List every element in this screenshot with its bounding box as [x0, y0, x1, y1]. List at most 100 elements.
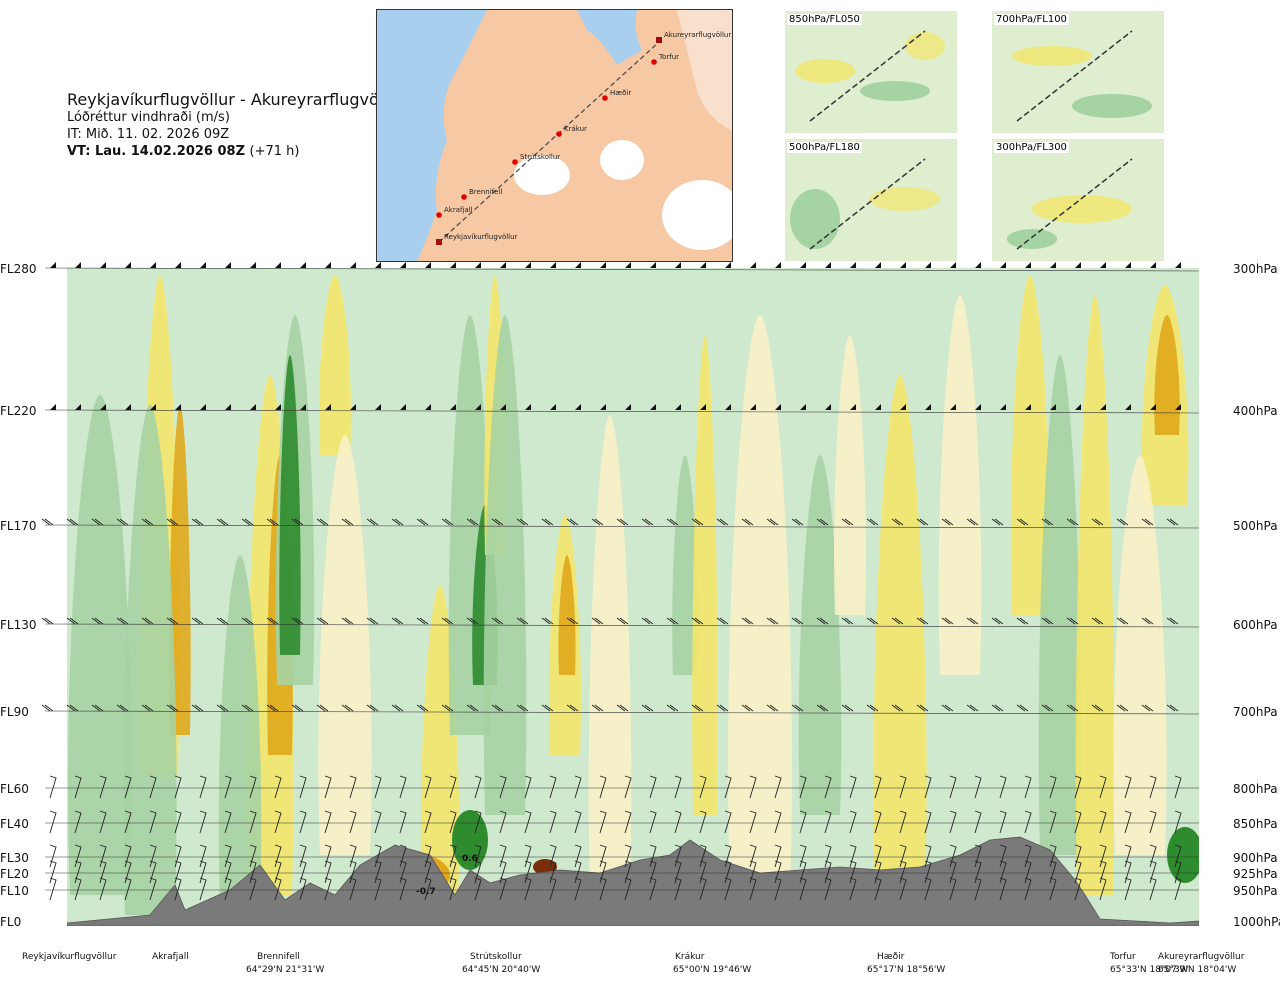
wind-barb: [1174, 810, 1182, 834]
wind-barb: [1075, 404, 1081, 410]
wind-barb: [691, 704, 704, 712]
wind-barb: [775, 262, 781, 268]
wind-barb: [774, 844, 782, 868]
wind-barb: [841, 704, 854, 712]
wind-barb: [1024, 810, 1032, 834]
wind-barb: [475, 404, 481, 410]
wind-barb: [424, 877, 432, 901]
wind-barb: [250, 404, 256, 410]
wind-barb: [116, 617, 129, 625]
wind-barb: [99, 775, 107, 799]
wind-barb: [1141, 617, 1154, 625]
wind-barb: [249, 844, 257, 868]
thumbnail-850[interactable]: 850hPa/FL050: [785, 11, 957, 133]
wind-barb: [874, 775, 882, 799]
wind-barb: [899, 860, 907, 884]
wind-barb: [316, 617, 329, 625]
wind-barb: [599, 810, 607, 834]
wind-barb: [149, 844, 157, 868]
wind-barb: [1091, 617, 1104, 625]
wind-barb: [1100, 262, 1106, 268]
wind-barb: [116, 704, 129, 712]
wind-barb: [625, 404, 631, 410]
wind-barb: [1125, 404, 1131, 410]
wind-barb: [166, 518, 179, 526]
wind-barb: [1100, 404, 1106, 410]
thumbnail-700[interactable]: 700hPa/FL100: [992, 11, 1164, 133]
wind-barb: [566, 704, 579, 712]
wind-barb: [491, 518, 504, 526]
wind-barb: [674, 844, 682, 868]
field-band-17: [588, 415, 632, 895]
wind-barb: [675, 262, 681, 268]
barb-row-line-3: [44, 623, 1200, 628]
barb-row-line-1: [44, 409, 1200, 414]
wind-barb: [199, 844, 207, 868]
wind-barb: [349, 877, 357, 901]
route-point-3: [556, 131, 562, 137]
wind-barb: [541, 704, 554, 712]
wind-barb: [775, 404, 781, 410]
wind-barb: [574, 810, 582, 834]
wind-barb: [1125, 262, 1131, 268]
wind-barb: [700, 404, 706, 410]
wind-barb: [816, 704, 829, 712]
field-band-1: [169, 405, 191, 735]
wind-barb: [66, 518, 79, 526]
wind-barb: [599, 775, 607, 799]
wind-barb: [391, 704, 404, 712]
wind-barb: [949, 860, 957, 884]
field-annotations: -0.7 0.6: [416, 854, 478, 897]
wind-barb: [324, 810, 332, 834]
wind-barb: [1091, 518, 1104, 526]
wind-barb: [274, 860, 282, 884]
wind-barb: [666, 617, 679, 625]
wind-barb: [649, 810, 657, 834]
wind-barb: [899, 844, 907, 868]
wind-barb: [274, 810, 282, 834]
wind-barb: [1124, 810, 1132, 834]
field-band-18: [672, 455, 698, 675]
wind-barb: [1124, 775, 1132, 799]
thumbnail-700-label: 700hPa/FL100: [994, 14, 1069, 25]
wind-barb: [324, 775, 332, 799]
wind-barb: [791, 518, 804, 526]
wind-barb: [266, 518, 279, 526]
wind-barb: [591, 704, 604, 712]
thumbnail-500[interactable]: 500hPa/FL180: [785, 139, 957, 261]
barb-row-line-2: [44, 524, 1200, 529]
wind-barb: [799, 810, 807, 834]
wind-barb: [824, 810, 832, 834]
wind-barb: [399, 877, 407, 901]
wind-barb: [266, 704, 279, 712]
wind-barb: [241, 617, 254, 625]
wind-barb: [574, 877, 582, 901]
wind-barb: [525, 262, 531, 268]
wind-barb: [816, 617, 829, 625]
wind-barb: [916, 617, 929, 625]
wind-barb: [949, 810, 957, 834]
wind-barb: [900, 404, 906, 410]
wind-barb: [349, 860, 357, 884]
wind-barb: [874, 810, 882, 834]
wind-barb: [791, 617, 804, 625]
wind-barb: [99, 860, 107, 884]
thumbnail-300[interactable]: 300hPa/FL300: [992, 139, 1164, 261]
wind-barb: [141, 617, 154, 625]
wind-barb: [474, 844, 482, 868]
valid-time-prefix: VT: Lau. 14.02.2026 08Z: [67, 144, 246, 159]
wind-barb: [374, 844, 382, 868]
field-band-19: [692, 335, 718, 815]
wind-barb: [974, 775, 982, 799]
wind-barb: [666, 704, 679, 712]
wind-barb: [349, 844, 357, 868]
wind-barb: [750, 404, 756, 410]
wind-barb: [924, 860, 932, 884]
wind-barb: [699, 877, 707, 901]
wind-barb: [249, 775, 257, 799]
wind-barb: [524, 810, 532, 834]
wind-barb: [899, 775, 907, 799]
wind-barb: [350, 404, 356, 410]
wind-barb: [574, 775, 582, 799]
wind-barb: [1149, 810, 1157, 834]
